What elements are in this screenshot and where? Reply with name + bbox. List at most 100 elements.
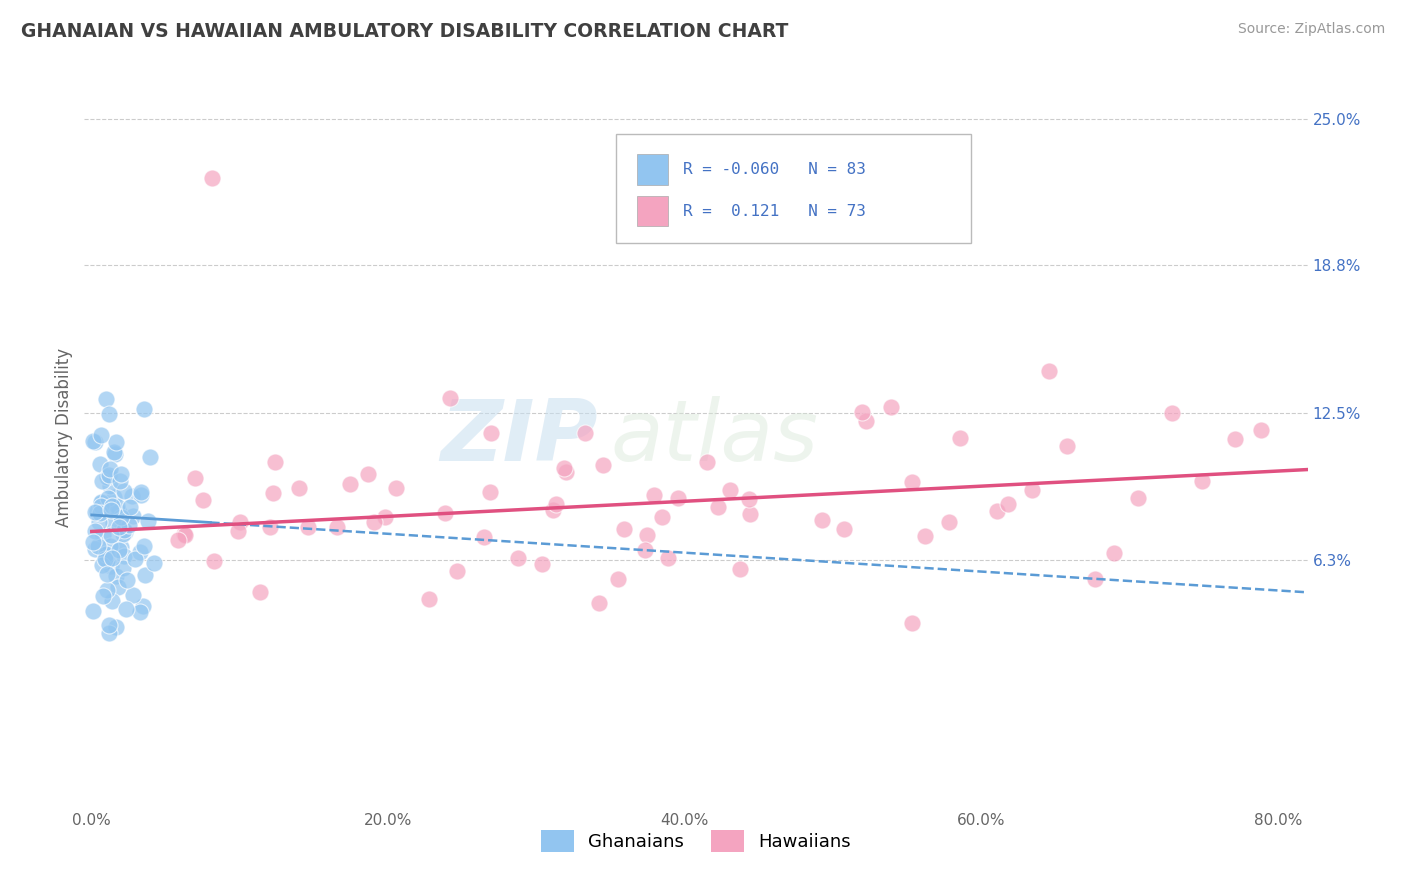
- Point: [114, 525, 136, 540]
- Point: [82, 534, 104, 549]
- Point: [114, 602, 136, 616]
- Point: [103, 445, 125, 459]
- Point: [574, 426, 596, 441]
- Point: [118, 517, 141, 532]
- Point: [107, 581, 129, 595]
- Point: [103, 490, 125, 504]
- Point: [657, 551, 679, 566]
- Point: [84, 505, 107, 519]
- Point: [84, 524, 107, 538]
- Point: [588, 596, 610, 610]
- Y-axis label: Ambulatory Disability: Ambulatory Disability: [55, 348, 73, 526]
- Point: [997, 497, 1019, 511]
- Point: [110, 509, 132, 524]
- Point: [128, 605, 150, 619]
- Point: [96, 469, 118, 483]
- Point: [111, 527, 134, 541]
- Point: [98, 479, 121, 493]
- Point: [90, 499, 112, 513]
- Point: [96, 582, 118, 597]
- Point: [433, 506, 456, 520]
- Point: [446, 565, 468, 579]
- Point: [1084, 572, 1107, 586]
- Point: [108, 474, 131, 488]
- Point: [851, 405, 873, 419]
- Point: [730, 562, 752, 576]
- Point: [98, 540, 121, 554]
- Point: [202, 554, 225, 568]
- Point: [101, 551, 124, 566]
- Point: [1250, 423, 1272, 437]
- Point: [297, 520, 319, 534]
- Point: [553, 460, 575, 475]
- Point: [200, 170, 222, 185]
- Text: R =  0.121   N = 73: R = 0.121 N = 73: [682, 203, 865, 219]
- Point: [96, 548, 118, 562]
- Point: [707, 500, 730, 515]
- Point: [122, 589, 145, 603]
- Point: [97, 617, 120, 632]
- Point: [86, 504, 108, 518]
- Point: [108, 543, 131, 558]
- Point: [118, 500, 141, 514]
- Point: [643, 488, 665, 502]
- Point: [738, 507, 761, 521]
- Point: [107, 520, 129, 534]
- Point: [1160, 407, 1182, 421]
- Point: [1223, 433, 1246, 447]
- Point: [472, 530, 495, 544]
- Point: [82, 434, 104, 448]
- Point: [1021, 483, 1043, 497]
- Point: [1102, 546, 1125, 560]
- Point: [90, 495, 112, 509]
- Point: [651, 509, 673, 524]
- Point: [143, 557, 166, 571]
- Point: [718, 483, 741, 497]
- Point: [613, 522, 636, 536]
- Point: [634, 543, 657, 558]
- Point: [249, 584, 271, 599]
- Point: [104, 435, 127, 450]
- Point: [91, 558, 114, 573]
- Point: [900, 615, 922, 630]
- Point: [226, 524, 249, 539]
- Point: [87, 539, 110, 553]
- Point: [262, 486, 284, 500]
- Point: [1128, 491, 1150, 505]
- Point: [173, 527, 195, 541]
- Point: [90, 428, 112, 442]
- Point: [87, 515, 110, 529]
- Point: [96, 567, 118, 582]
- Point: [94, 392, 117, 407]
- Point: [363, 515, 385, 529]
- Point: [374, 510, 396, 524]
- Point: [103, 516, 125, 531]
- Point: [546, 497, 568, 511]
- Point: [89, 457, 111, 471]
- Point: [949, 431, 972, 445]
- Point: [100, 559, 122, 574]
- Point: [108, 505, 131, 519]
- Point: [121, 489, 143, 503]
- Point: [385, 481, 408, 495]
- Point: [112, 483, 135, 498]
- Point: [811, 513, 834, 527]
- Point: [98, 467, 121, 482]
- Point: [124, 552, 146, 566]
- Point: [90, 496, 112, 510]
- Point: [418, 591, 440, 606]
- Point: [82, 604, 104, 618]
- Point: [96, 554, 118, 568]
- Point: [506, 550, 529, 565]
- Point: [96, 547, 118, 561]
- Point: [259, 519, 281, 533]
- Point: [1191, 474, 1213, 488]
- Point: [666, 491, 689, 506]
- Point: [541, 503, 564, 517]
- Point: [134, 539, 156, 553]
- Point: [357, 467, 380, 481]
- Point: [339, 476, 361, 491]
- Point: [104, 619, 127, 633]
- Text: Source: ZipAtlas.com: Source: ZipAtlas.com: [1237, 22, 1385, 37]
- Point: [112, 524, 135, 538]
